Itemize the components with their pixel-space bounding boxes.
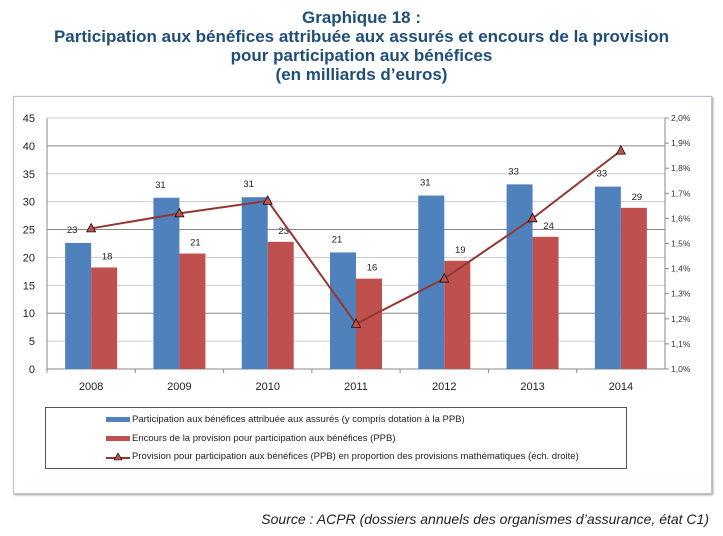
- title-line-1: Graphique 18 :: [301, 8, 422, 27]
- legend-item-encours: Encours de la provision pour participati…: [106, 433, 396, 444]
- x-tick-label: 2011: [344, 381, 368, 393]
- bar-participation: [65, 242, 92, 369]
- data-label-participation: 33: [597, 169, 608, 180]
- bar-participation: [594, 186, 621, 369]
- y2-tick-label: 1,0%: [671, 364, 691, 374]
- x-tick-label: 2010: [255, 381, 279, 393]
- y-tick-label: 35: [23, 169, 35, 181]
- legend-item-participation: Participation aux bénéfices attribuée au…: [106, 414, 465, 425]
- y-tick-label: 10: [23, 308, 35, 320]
- title-line-2: Participation aux bénéfices attribuée au…: [53, 27, 670, 46]
- line-marker-triangle: [527, 212, 538, 223]
- data-label-participation: 33: [508, 166, 519, 177]
- title-line-3: pour participation aux bénéfices: [230, 46, 493, 65]
- y-tick-label: 45: [23, 113, 35, 125]
- y2-tick-label: 1,8%: [671, 163, 691, 173]
- data-label-participation: 31: [420, 178, 431, 189]
- chart-title: Graphique 18 : Participation aux bénéfic…: [0, 8, 723, 84]
- data-label-encours: 23: [278, 226, 289, 237]
- x-tick-label: 2009: [167, 381, 191, 393]
- bar-encours: [620, 207, 647, 369]
- legend-label: Participation aux bénéfices attribuée au…: [132, 414, 465, 425]
- y2-tick-label: 1,2%: [671, 314, 691, 324]
- y-tick-label: 0: [29, 364, 35, 376]
- y-tick-label: 40: [23, 141, 35, 153]
- source-note: Source : ACPR (dossiers annuels des orga…: [261, 511, 709, 527]
- y2-tick-label: 1,5%: [671, 239, 691, 249]
- x-tick-label: 2013: [520, 381, 544, 393]
- line-marker-triangle: [86, 222, 97, 233]
- data-label-encours: 18: [102, 251, 113, 262]
- y2-tick-label: 1,6%: [671, 213, 691, 223]
- legend-label: Provision pour participation aux bénéfic…: [132, 451, 579, 462]
- chart-svg: 0 5 10 15 20 25 30 35 40 45 1,0% 1,1% 1,2% 1,3% 1,4% 1,…: [23, 113, 691, 393]
- bar-encours: [356, 278, 382, 369]
- bar-participation: [153, 197, 180, 369]
- data-label-encours: 29: [632, 192, 643, 203]
- bar-participation: [330, 252, 356, 369]
- legend-swatch-blue: [106, 417, 130, 422]
- data-label-participation: 31: [155, 180, 166, 191]
- y2-tick-label: 1,4%: [671, 264, 691, 274]
- x-tick-label: 2008: [79, 381, 103, 393]
- data-label-encours: 19: [455, 245, 466, 256]
- line-marker-triangle: [439, 272, 450, 283]
- bar-encours: [179, 253, 206, 369]
- x-tick-label: 2014: [609, 381, 633, 393]
- legend-swatch-red: [106, 436, 130, 441]
- bar-participation: [241, 197, 268, 369]
- chart-frame: [13, 96, 712, 494]
- line-marker-triangle: [350, 318, 362, 328]
- y-tick-label: 30: [23, 197, 35, 209]
- legend-line-triangle-icon: [106, 451, 130, 460]
- title-line-4: (en milliards d’euros): [275, 65, 448, 84]
- bar-encours: [267, 241, 294, 369]
- bar-encours: [444, 260, 471, 369]
- legend-item-provision: Provision pour participation aux bénéfic…: [106, 451, 579, 462]
- y-tick-label: 15: [23, 280, 35, 292]
- data-label-participation: 31: [243, 179, 254, 190]
- legend-label: Encours de la provision pour participati…: [132, 433, 396, 444]
- line-marker-triangle: [262, 195, 273, 205]
- line-marker-triangle: [174, 207, 185, 218]
- y2-tick-label: 2,0%: [671, 113, 691, 123]
- y2-tick-label: 1,7%: [671, 188, 691, 198]
- legend: Participation aux bénéfices attribuée au…: [45, 407, 627, 469]
- data-label-encours: 21: [190, 238, 201, 249]
- data-label-encours: 16: [367, 263, 378, 274]
- data-label-encours: 24: [543, 221, 554, 232]
- data-label-participation: 23: [67, 225, 78, 236]
- y-tick-label: 5: [29, 336, 35, 348]
- data-label-participation: 21: [332, 234, 343, 245]
- line-marker-triangle: [615, 144, 626, 155]
- bar-encours: [91, 267, 118, 369]
- bar-encours: [532, 236, 559, 369]
- y-tick-label: 25: [23, 225, 35, 237]
- y-tick-label: 20: [23, 252, 35, 264]
- y2-tick-label: 1,3%: [671, 289, 691, 299]
- x-tick-label: 2012: [432, 381, 456, 393]
- bar-participation: [506, 184, 533, 369]
- y2-tick-label: 1,1%: [671, 339, 691, 349]
- y2-tick-label: 1,9%: [671, 138, 691, 148]
